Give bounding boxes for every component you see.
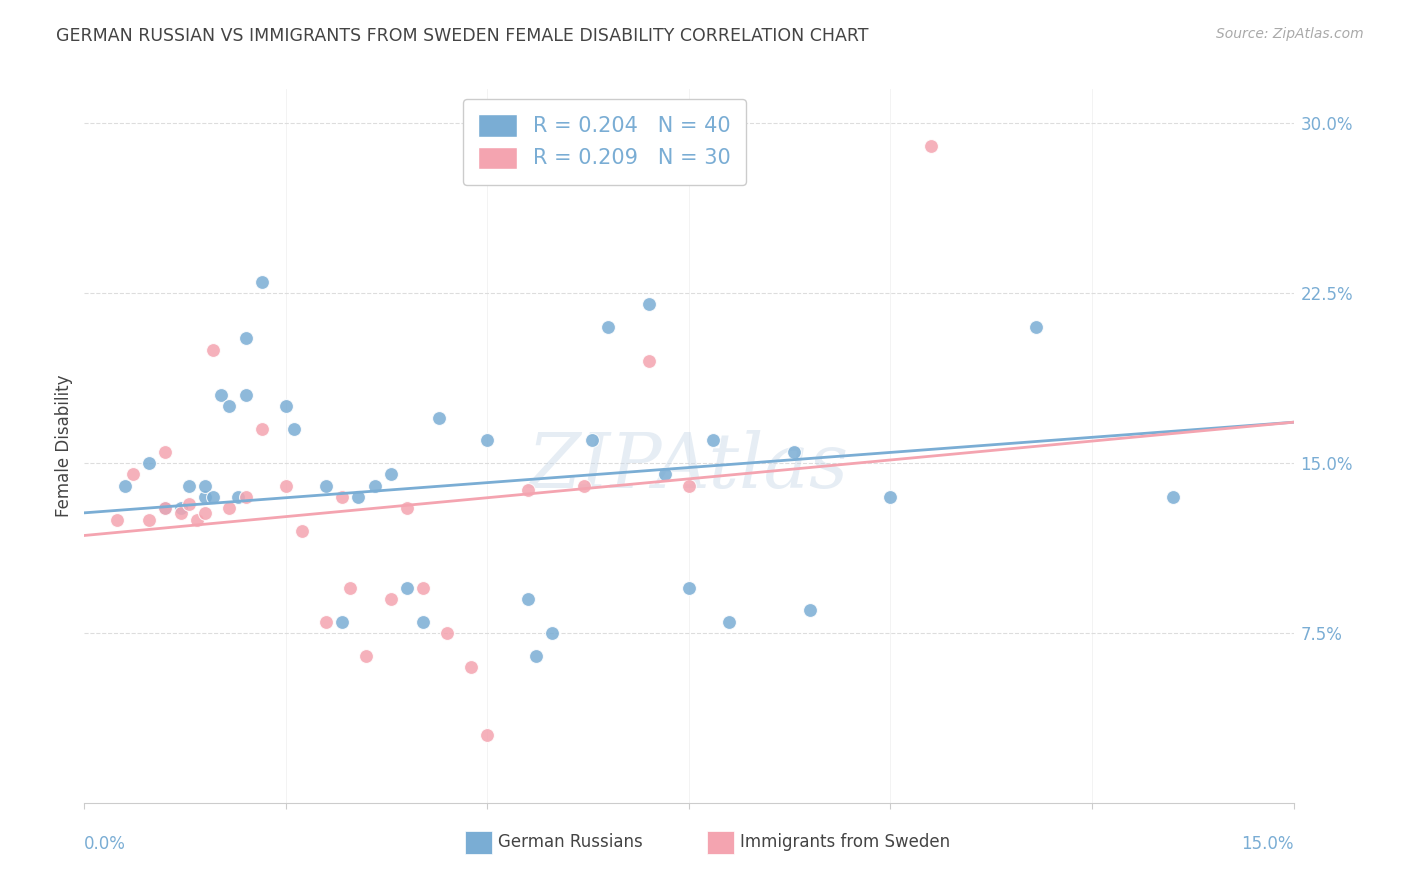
Point — [153, 501, 176, 516]
Point — [1161, 490, 1184, 504]
Point — [250, 422, 273, 436]
Point — [380, 591, 402, 606]
Point — [186, 513, 208, 527]
Point — [315, 615, 337, 629]
Point — [477, 434, 499, 448]
Point — [315, 478, 337, 492]
Point — [678, 581, 700, 595]
Text: Immigrants from Sweden: Immigrants from Sweden — [740, 833, 950, 851]
Point — [235, 331, 257, 345]
Point — [114, 478, 136, 492]
Point — [524, 648, 547, 663]
Point — [170, 506, 193, 520]
Point — [412, 615, 434, 629]
Point — [283, 422, 305, 436]
Point — [356, 648, 378, 663]
Text: German Russians: German Russians — [498, 833, 643, 851]
Point — [678, 478, 700, 492]
Point — [598, 320, 620, 334]
Point — [226, 490, 249, 504]
Point — [436, 626, 458, 640]
Point — [330, 615, 353, 629]
Point — [194, 478, 217, 492]
Text: Source: ZipAtlas.com: Source: ZipAtlas.com — [1216, 27, 1364, 41]
Point — [235, 388, 257, 402]
Point — [637, 354, 659, 368]
Point — [572, 478, 595, 492]
Point — [291, 524, 314, 538]
Text: GERMAN RUSSIAN VS IMMIGRANTS FROM SWEDEN FEMALE DISABILITY CORRELATION CHART: GERMAN RUSSIAN VS IMMIGRANTS FROM SWEDEN… — [56, 27, 869, 45]
Point — [460, 660, 482, 674]
Point — [783, 444, 806, 458]
Text: 0.0%: 0.0% — [84, 835, 127, 853]
Point — [637, 297, 659, 311]
Point — [202, 490, 225, 504]
Point — [194, 506, 217, 520]
Point — [330, 490, 353, 504]
Point — [879, 490, 901, 504]
Point — [218, 400, 240, 414]
FancyBboxPatch shape — [465, 831, 492, 855]
Point — [920, 138, 942, 153]
Point — [427, 410, 450, 425]
Point — [250, 275, 273, 289]
Point — [395, 501, 418, 516]
Point — [274, 400, 297, 414]
Point — [1025, 320, 1047, 334]
Point — [121, 467, 143, 482]
Point — [516, 591, 538, 606]
Y-axis label: Female Disability: Female Disability — [55, 375, 73, 517]
Point — [153, 501, 176, 516]
Text: ZIPAtlas: ZIPAtlas — [529, 431, 849, 504]
Point — [235, 490, 257, 504]
Point — [412, 581, 434, 595]
Point — [347, 490, 370, 504]
Point — [339, 581, 361, 595]
Point — [105, 513, 128, 527]
Point — [477, 728, 499, 742]
Point — [153, 444, 176, 458]
Point — [202, 343, 225, 357]
Point — [209, 388, 232, 402]
Point — [138, 456, 160, 470]
FancyBboxPatch shape — [707, 831, 734, 855]
Point — [654, 467, 676, 482]
Point — [799, 603, 821, 617]
Point — [380, 467, 402, 482]
Point — [179, 497, 201, 511]
Point — [581, 434, 603, 448]
Point — [170, 501, 193, 516]
Point — [138, 513, 160, 527]
Point — [218, 501, 240, 516]
Point — [274, 478, 297, 492]
Point — [516, 483, 538, 498]
Point — [395, 581, 418, 595]
Point — [541, 626, 564, 640]
Point — [363, 478, 385, 492]
Point — [702, 434, 724, 448]
Point — [718, 615, 741, 629]
Legend: R = 0.204   N = 40, R = 0.209   N = 30: R = 0.204 N = 40, R = 0.209 N = 30 — [463, 99, 747, 185]
Point — [179, 478, 201, 492]
Text: 15.0%: 15.0% — [1241, 835, 1294, 853]
Point — [194, 490, 217, 504]
